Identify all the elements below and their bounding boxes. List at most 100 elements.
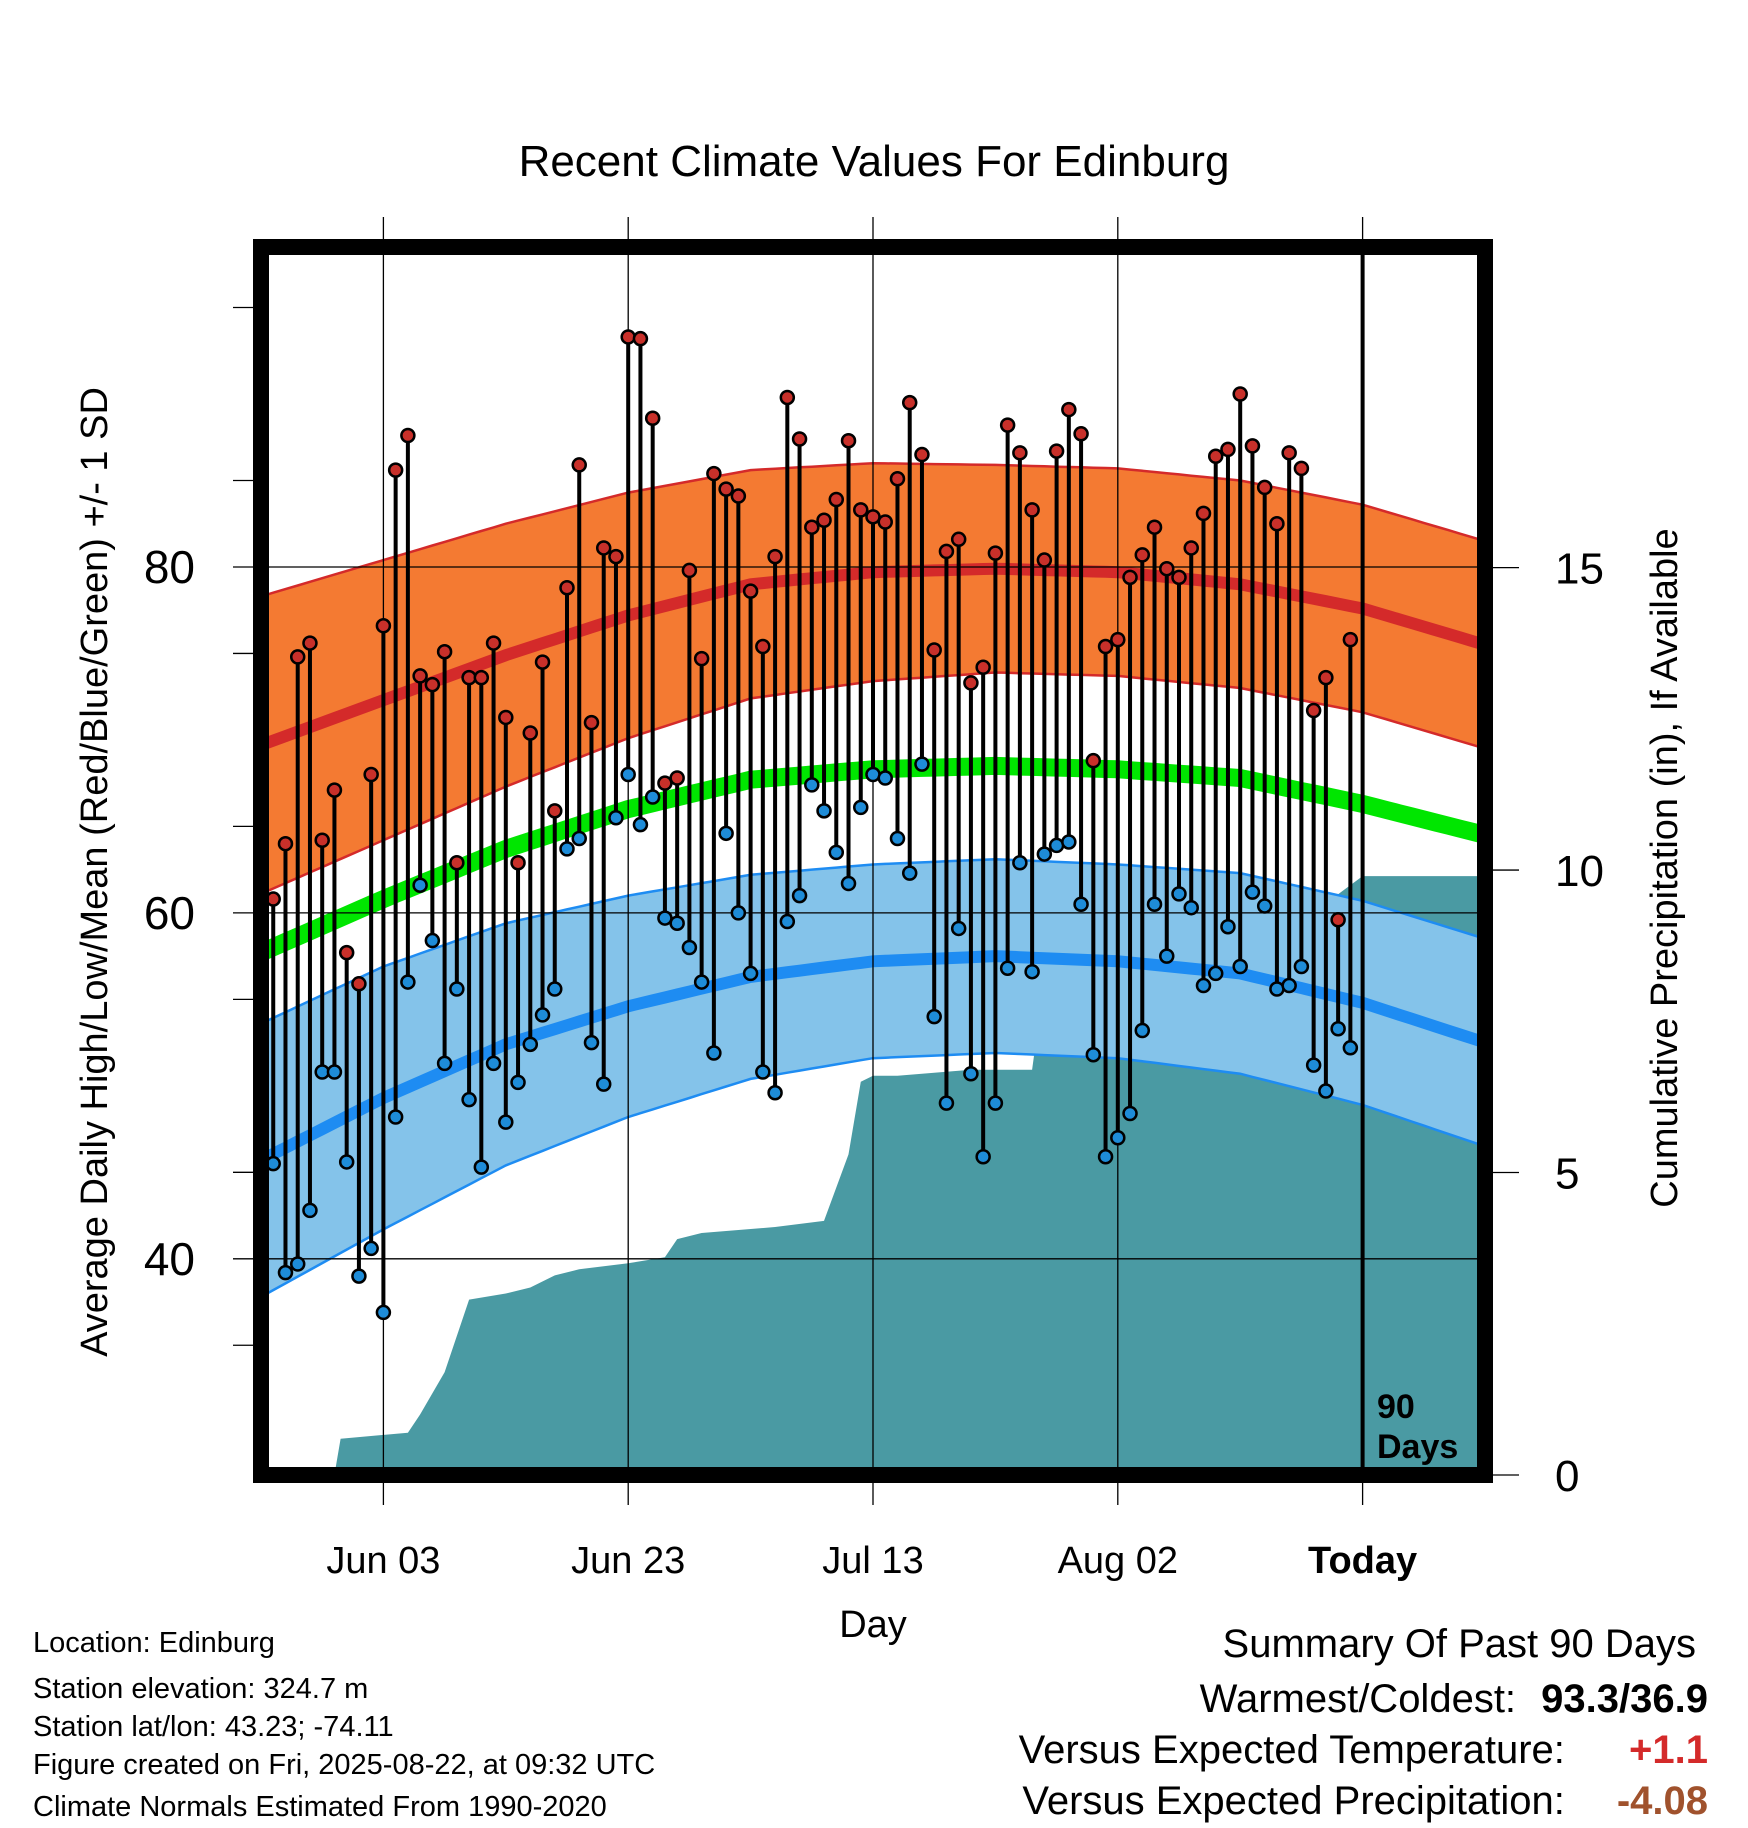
y2-tick-label: 10 bbox=[1555, 847, 1604, 896]
daily-high-point bbox=[412, 668, 428, 684]
daily-low-point bbox=[559, 841, 575, 857]
daily-series bbox=[261, 329, 1359, 1321]
daily-low-point bbox=[865, 766, 881, 783]
daily-low-point bbox=[424, 932, 441, 949]
daily-low-point bbox=[804, 777, 820, 793]
daily-high-point bbox=[1122, 569, 1138, 586]
precip-deviation-label: Versus Expected Precipitation: bbox=[1022, 1779, 1565, 1823]
daily-high-point bbox=[522, 725, 539, 741]
daily-high-point bbox=[289, 649, 306, 665]
daily-low-point bbox=[1024, 963, 1040, 980]
daily-low-point bbox=[1012, 854, 1028, 871]
daily-low-point bbox=[412, 877, 428, 893]
daily-high-point bbox=[669, 770, 685, 786]
daily-high-point bbox=[755, 638, 771, 655]
daily-low-point bbox=[1171, 886, 1187, 902]
daily-low-point bbox=[1159, 948, 1175, 964]
daily-low-point bbox=[608, 810, 624, 826]
daily-high-point bbox=[1195, 505, 1212, 522]
daily-high-point bbox=[1073, 426, 1089, 442]
daily-high-point bbox=[950, 531, 967, 548]
daily-low-point bbox=[1342, 1040, 1359, 1056]
daily-high-point bbox=[963, 675, 979, 691]
daily-low-point bbox=[363, 1240, 379, 1257]
daily-low-point bbox=[1085, 1046, 1102, 1063]
daily-high-point bbox=[742, 583, 759, 599]
daily-low-point bbox=[644, 789, 661, 805]
daily-high-point bbox=[583, 714, 600, 731]
daily-low-point bbox=[938, 1095, 955, 1111]
daily-high-point bbox=[1342, 631, 1359, 648]
daily-low-point bbox=[693, 974, 710, 990]
x-tick-label: Today bbox=[1308, 1540, 1417, 1582]
daily-low-point bbox=[975, 1149, 991, 1165]
figure-created-text: Figure created on Fri, 2025-08-22, at 09… bbox=[33, 1749, 656, 1781]
y2-axis-label: Cumulative Precipitation (in), If Availa… bbox=[1644, 528, 1686, 1207]
daily-low-point bbox=[1305, 1057, 1322, 1073]
daily-low-point bbox=[1232, 958, 1248, 975]
summary-temperature: Versus Expected Temperature: +1.1 bbox=[1019, 1728, 1708, 1773]
daily-low-point bbox=[1281, 977, 1297, 994]
daily-high-point bbox=[1281, 445, 1297, 461]
daily-low-point bbox=[755, 1064, 771, 1080]
daily-low-point bbox=[767, 1085, 783, 1101]
daily-low-point bbox=[791, 887, 808, 904]
daily-high-point bbox=[889, 471, 906, 487]
axes: 40 60 80 0 5 10 15 Jun 03 Jun 23 Jul 13 Aug 02 Toda… bbox=[144, 217, 1604, 1582]
daily-low-point bbox=[485, 1055, 502, 1072]
daily-high-point bbox=[1305, 702, 1322, 719]
precip-deviation-value: -4.08 bbox=[1616, 1779, 1708, 1823]
daily-low-point bbox=[950, 920, 967, 937]
daily-high-point bbox=[999, 417, 1016, 433]
daily-high-point bbox=[828, 491, 845, 508]
daily-high-point bbox=[338, 944, 355, 961]
daily-high-point bbox=[363, 766, 379, 783]
daily-high-point bbox=[1318, 669, 1334, 686]
daily-low-point bbox=[583, 1034, 600, 1051]
daily-low-point bbox=[840, 875, 857, 892]
daily-low-point bbox=[1036, 846, 1053, 862]
daily-low-point bbox=[595, 1076, 612, 1092]
daily-low-point bbox=[473, 1159, 490, 1175]
x-tick-label: Aug 02 bbox=[1058, 1540, 1178, 1582]
daily-high-point bbox=[1232, 386, 1248, 402]
daily-low-point bbox=[987, 1095, 1004, 1111]
warm-cold-value: 93.3/36.9 bbox=[1541, 1677, 1708, 1721]
daily-high-point bbox=[1024, 502, 1040, 518]
daily-low-point bbox=[1110, 1129, 1126, 1146]
daily-high-point bbox=[1097, 638, 1114, 655]
daily-low-point bbox=[375, 1304, 392, 1321]
daily-high-point bbox=[547, 803, 563, 819]
daily-high-point bbox=[1330, 912, 1346, 928]
daily-low-point bbox=[1183, 899, 1199, 916]
y2-tick-label: 0 bbox=[1555, 1452, 1579, 1501]
daily-low-point bbox=[742, 965, 759, 982]
x-tick-label: Jul 13 bbox=[822, 1540, 923, 1582]
daily-low-point bbox=[498, 1114, 514, 1130]
daily-high-point bbox=[1146, 519, 1163, 535]
daily-low-point bbox=[1048, 837, 1065, 854]
daily-low-point bbox=[706, 1045, 722, 1061]
daily-low-point bbox=[816, 803, 832, 819]
daily-high-point bbox=[1085, 752, 1102, 769]
daily-high-point bbox=[1220, 441, 1236, 458]
y-tick-label: 80 bbox=[144, 541, 195, 593]
daily-high-point bbox=[1244, 438, 1261, 454]
daily-low-point bbox=[302, 1202, 318, 1219]
daily-low-point bbox=[1318, 1083, 1334, 1099]
daily-low-point bbox=[1122, 1105, 1138, 1122]
plot-area bbox=[261, 247, 1485, 1475]
daily-high-point bbox=[1293, 460, 1310, 477]
x-tick-label: Jun 23 bbox=[571, 1540, 685, 1582]
daily-high-point bbox=[914, 446, 930, 463]
daily-high-point bbox=[938, 543, 955, 560]
daily-high-point bbox=[1036, 552, 1053, 568]
daily-high-point bbox=[767, 548, 783, 565]
daily-high-point bbox=[473, 669, 490, 686]
y-tick-label: 60 bbox=[144, 887, 195, 939]
today-marker-label: 90 Days bbox=[1377, 1388, 1458, 1466]
daily-high-point bbox=[1134, 547, 1151, 563]
daily-high-point bbox=[571, 457, 587, 473]
daily-high-point bbox=[1048, 443, 1065, 459]
